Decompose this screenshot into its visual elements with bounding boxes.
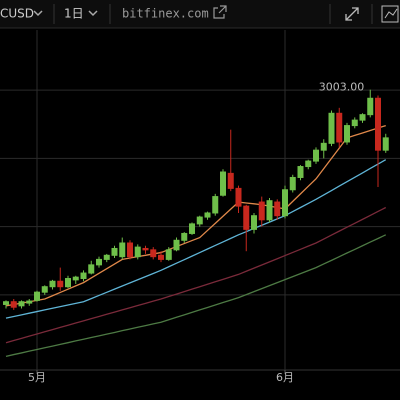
symbol[interactable]: CUSD: [0, 7, 34, 21]
candle-body: [359, 114, 366, 121]
candle-body: [173, 239, 180, 251]
candle-body: [266, 200, 273, 221]
source-link[interactable]: bitfinex.com: [122, 7, 209, 21]
moving-average-line: [5, 234, 387, 357]
candle-body: [134, 246, 141, 258]
candle-body: [127, 242, 133, 258]
candle-body: [72, 276, 79, 281]
chart-type-icon-line: [384, 8, 398, 19]
candle-body: [41, 286, 48, 293]
candle-body: [150, 249, 157, 258]
candle-body: [65, 278, 71, 288]
candle-body: [274, 201, 281, 217]
x-tick-label: 5月: [28, 371, 46, 384]
candle-body: [227, 172, 234, 189]
candle-body: [243, 205, 250, 230]
x-tick-label: 6月: [276, 371, 294, 384]
candle-body: [18, 301, 25, 307]
candle-body: [80, 272, 87, 280]
candle-body: [320, 142, 327, 151]
candle-body: [3, 301, 9, 305]
candle-body: [111, 247, 118, 256]
candle-body: [258, 201, 265, 221]
candle-body: [220, 171, 226, 196]
candle-body: [96, 258, 102, 266]
moving-average-line: [5, 206, 387, 344]
chart-type-icon[interactable]: [381, 5, 399, 23]
candle-body: [305, 160, 312, 168]
candle-body: [57, 280, 64, 288]
candle-body: [181, 232, 188, 241]
candle-body: [212, 196, 219, 214]
external-link-icon[interactable]: [213, 5, 227, 19]
interval[interactable]: 1日: [64, 7, 84, 21]
candle-body: [196, 216, 203, 225]
candle-body: [88, 264, 95, 274]
candle-body: [165, 249, 172, 260]
candle-body: [351, 119, 358, 127]
moving-average-line: [5, 159, 387, 319]
dropdown-arrow[interactable]: [33, 10, 43, 17]
candle-body: [375, 97, 381, 151]
high-annotation: 3003.00: [319, 81, 365, 94]
candle-body: [119, 242, 126, 258]
fullscreen-icon[interactable]: [345, 7, 359, 21]
candle-body: [158, 254, 164, 260]
candle-body: [103, 254, 110, 260]
dropdown-arrow[interactable]: [88, 10, 98, 17]
candle-body: [382, 137, 389, 151]
candle-body: [235, 187, 242, 207]
moving-average-line: [5, 124, 386, 307]
candle-body: [289, 176, 296, 191]
candle-body: [297, 166, 304, 178]
candle-body: [251, 215, 257, 230]
candle-body: [189, 223, 195, 234]
candle-body: [204, 212, 211, 218]
candle-body: [26, 300, 33, 304]
candle-body: [336, 112, 343, 143]
candle-body: [49, 280, 56, 288]
candle-body: [313, 149, 319, 162]
candle-body: [34, 291, 40, 301]
candle-body: [10, 301, 17, 308]
candle-body: [344, 125, 350, 143]
candle-body: [367, 97, 374, 116]
candle-body: [142, 247, 149, 251]
toolbar: [0, 0, 400, 28]
candle-body: [328, 112, 335, 144]
candle-body: [282, 189, 288, 217]
